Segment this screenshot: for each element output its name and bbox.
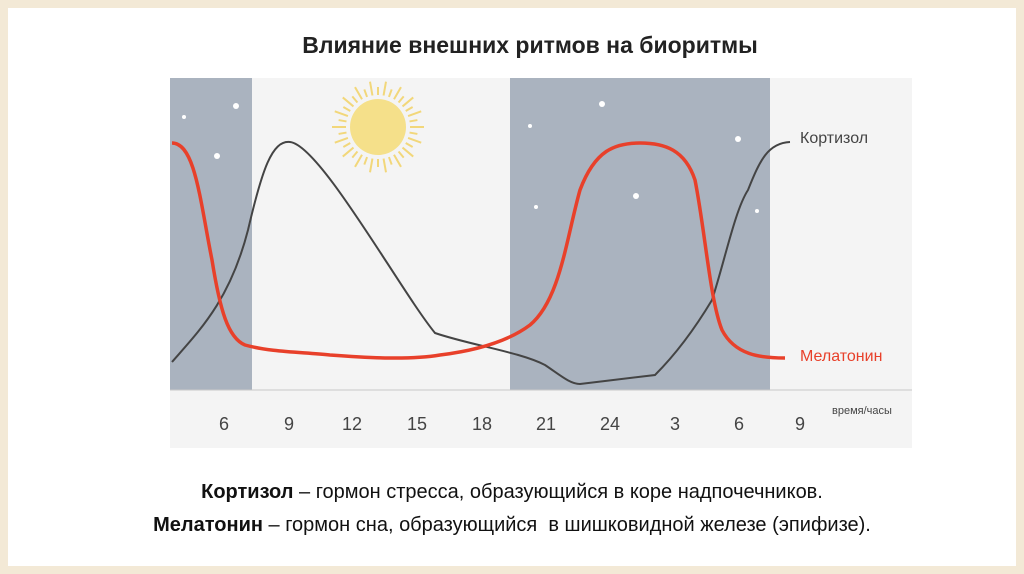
x-tick-label: 12	[342, 414, 362, 434]
x-axis-label: время/часы	[832, 405, 892, 417]
caption: Кортизол – гормон стресса, образующийся …	[0, 481, 1024, 504]
sun-ray	[363, 156, 368, 165]
x-tick-label: 9	[284, 414, 294, 434]
sun-ray	[342, 142, 351, 148]
sun-ray	[369, 158, 374, 173]
caption-text: – гормон стресса, образующийся в коре на…	[293, 481, 823, 503]
sun-ray	[363, 89, 368, 98]
melatonin-curve	[171, 141, 786, 360]
sun-ray	[409, 119, 418, 123]
sun-ray	[393, 154, 402, 168]
caption-term: Мелатонин	[153, 514, 263, 536]
sun-ray	[342, 106, 351, 112]
sun-ray	[409, 131, 418, 135]
cortisol-curve	[171, 140, 791, 386]
slide-title: Влияние внешних ритмов на биоритмы	[302, 32, 758, 58]
x-tick-label: 15	[407, 414, 427, 434]
sun-ray	[342, 146, 355, 158]
sun-ray	[382, 158, 387, 173]
sun-ray	[393, 86, 402, 100]
sun-ray	[407, 110, 422, 117]
x-tick-label: 24	[600, 414, 620, 434]
x-tick-label: 6	[219, 414, 229, 434]
x-tick-label: 3	[670, 414, 680, 434]
sun-ray	[397, 150, 405, 159]
x-tick-label: 21	[536, 414, 556, 434]
sun-ray	[405, 106, 414, 112]
x-tick-label: 6	[734, 414, 744, 434]
sun-ray	[334, 137, 349, 144]
sun-ray	[351, 150, 359, 159]
sun-ray	[354, 86, 363, 100]
sun-ray	[342, 96, 355, 108]
curve-label: Мелатонин	[800, 348, 882, 365]
sun	[332, 81, 424, 173]
x-tick-label: 9	[795, 414, 805, 434]
night-band	[170, 78, 252, 390]
x-tick-label: 18	[472, 414, 492, 434]
sun-ray	[382, 81, 387, 96]
sun-ray	[405, 142, 414, 148]
sun-ray	[401, 96, 414, 108]
sun-ray	[369, 81, 374, 96]
stars	[182, 101, 759, 213]
caption-term: Кортизол	[201, 481, 294, 503]
sun-ray	[407, 137, 422, 144]
sun-ray	[351, 95, 359, 104]
caption: Мелатонин – гормон сна, образующийся в ш…	[0, 514, 1024, 537]
sun-ray	[338, 131, 347, 135]
sun-ray	[338, 119, 347, 123]
sun-ray	[401, 146, 414, 158]
curve-label: Кортизол	[800, 130, 868, 147]
caption-text: – гормон сна, образующийся в шишковидной…	[262, 514, 871, 536]
sun-ray	[334, 110, 349, 117]
sun-ray	[354, 154, 363, 168]
sun-ray	[397, 95, 405, 104]
sun-ray	[388, 156, 393, 165]
sun-ray	[388, 89, 393, 98]
